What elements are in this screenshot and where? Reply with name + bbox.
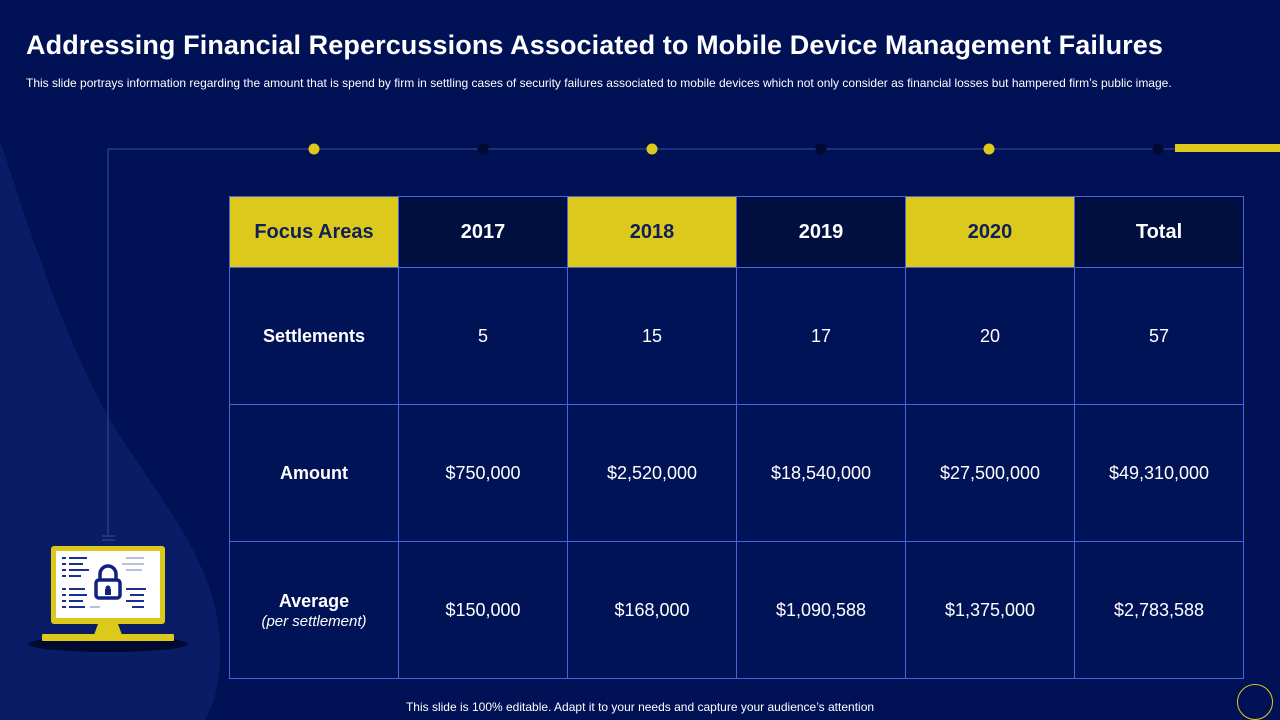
table-cell: $150,000 xyxy=(398,541,568,679)
footer-note: This slide is 100% editable. Adapt it to… xyxy=(405,700,875,714)
table-cell: $2,520,000 xyxy=(567,404,737,542)
header-total: Total xyxy=(1074,196,1244,268)
table-cell: $1,375,000 xyxy=(905,541,1075,679)
header-focus-areas: Focus Areas xyxy=(229,196,399,268)
table-cell: $18,540,000 xyxy=(736,404,906,542)
table-cell: $168,000 xyxy=(567,541,737,679)
timeline-dot xyxy=(983,143,995,155)
header-2017: 2017 xyxy=(398,196,568,268)
table-cell: $1,090,588 xyxy=(736,541,906,679)
header-2018: 2018 xyxy=(567,196,737,268)
page-title: Addressing Financial Repercussions Assoc… xyxy=(26,30,1164,60)
table-cell: 5 xyxy=(398,267,568,405)
table-cell: $27,500,000 xyxy=(905,404,1075,542)
timeline-dot xyxy=(815,143,827,155)
table-row: Amount $750,000 $2,520,000 $18,540,000 $… xyxy=(229,404,1244,542)
table-row: Settlements 5 15 17 20 57 xyxy=(229,267,1244,405)
table-cell: 57 xyxy=(1074,267,1244,405)
row-label-amount: Amount xyxy=(229,404,399,542)
header-2020: 2020 xyxy=(905,196,1075,268)
table-cell: 17 xyxy=(736,267,906,405)
timeline-dot xyxy=(308,143,320,155)
timeline-dot xyxy=(1152,143,1164,155)
table-cell: 15 xyxy=(567,267,737,405)
timeline-dot xyxy=(477,143,489,155)
row-label-settlements: Settlements xyxy=(229,267,399,405)
financial-table: Focus Areas 2017 2018 2019 2020 Total Se… xyxy=(229,196,1244,679)
table-header-row: Focus Areas 2017 2018 2019 2020 Total xyxy=(229,196,1244,268)
laptop-lock-icon xyxy=(28,546,188,652)
table-row: Average (per settlement) $150,000 $168,0… xyxy=(229,541,1244,679)
table-cell: 20 xyxy=(905,267,1075,405)
row-label-average-text: Average xyxy=(278,590,350,611)
page-subtitle: This slide portrays information regardin… xyxy=(26,76,1172,90)
table-cell: $750,000 xyxy=(398,404,568,542)
table-cell: $2,783,588 xyxy=(1074,541,1244,679)
table-cell: $49,310,000 xyxy=(1074,404,1244,542)
circle-outline-icon xyxy=(1237,684,1273,720)
row-sublabel-average: (per settlement) xyxy=(261,612,367,630)
timeline-dot xyxy=(646,143,658,155)
header-2019: 2019 xyxy=(736,196,906,268)
row-label-average: Average (per settlement) xyxy=(229,541,399,679)
